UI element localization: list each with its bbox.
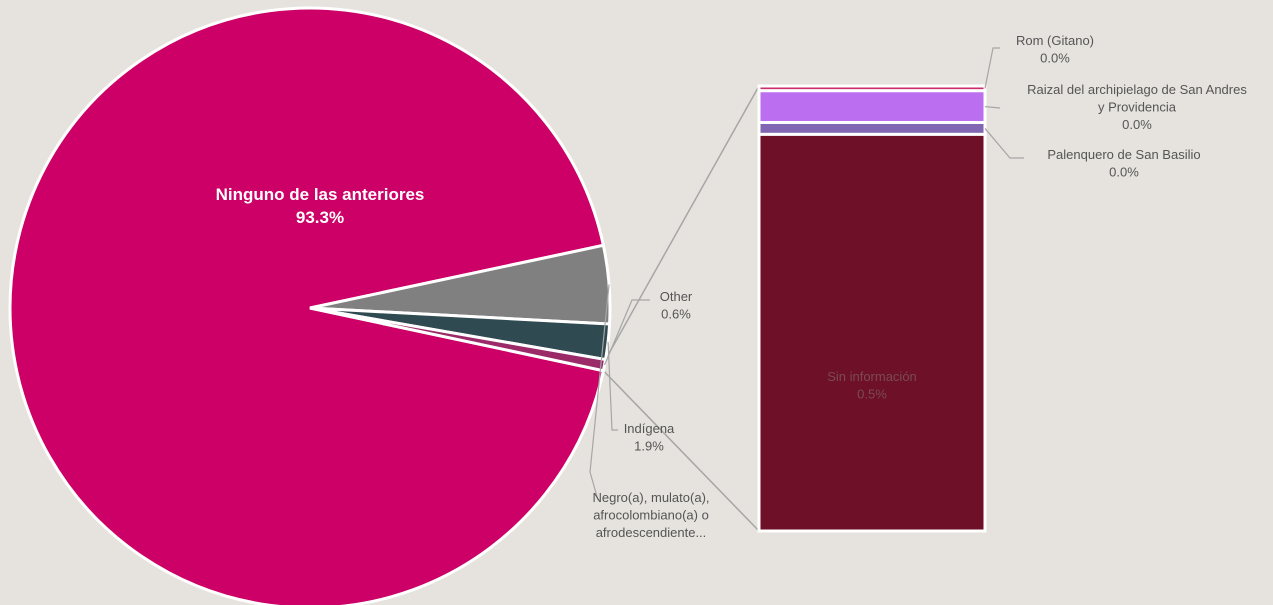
bar-segment-raizal-del-archipielago-de-san-andres-y-providencia — [757, 89, 987, 124]
pie-slice-ninguno-de-las-anteriores — [8, 6, 606, 605]
stacked-bar — [757, 84, 987, 533]
leader-line-rom — [984, 47, 1000, 89]
bar-segment-sin-informaci-n — [757, 132, 987, 533]
connector-line-bottom — [602, 370, 760, 532]
pie-label-other: Other 0.6% — [660, 289, 693, 322]
pie — [8, 6, 612, 605]
pie-label-indigena: Indígena 1.9% — [624, 421, 675, 454]
connector-lines — [602, 85, 760, 532]
leader-line-other — [603, 299, 650, 366]
bar-label-rom-gitano: Rom (Gitano) 0.0% — [1016, 33, 1094, 66]
pie-slice-other — [309, 306, 608, 373]
bar-label-sin-informacion: Sin información 0.5% — [827, 369, 917, 402]
bar-label-raizal: Raizal del archipielago de San Andres y P… — [1027, 82, 1247, 132]
bar-label-palenquero: Palenquero de San Basilio 0.0% — [1047, 147, 1200, 180]
leader-line-raizal — [984, 106, 1001, 109]
leader-line-palenquero — [984, 128, 1024, 159]
leader-line-negro — [589, 284, 610, 501]
bar-segment-palenquero-de-san-basilio — [757, 120, 987, 136]
leader-line-indigena — [607, 341, 618, 431]
data-labels: Ninguno de las anteriores 93.3% Other 0.6% I… — [216, 33, 1248, 540]
pie-label-ninguno-de-las-anteriores: Ninguno de las anteriores 93.3% — [216, 185, 425, 227]
connector-line-top — [604, 85, 760, 360]
